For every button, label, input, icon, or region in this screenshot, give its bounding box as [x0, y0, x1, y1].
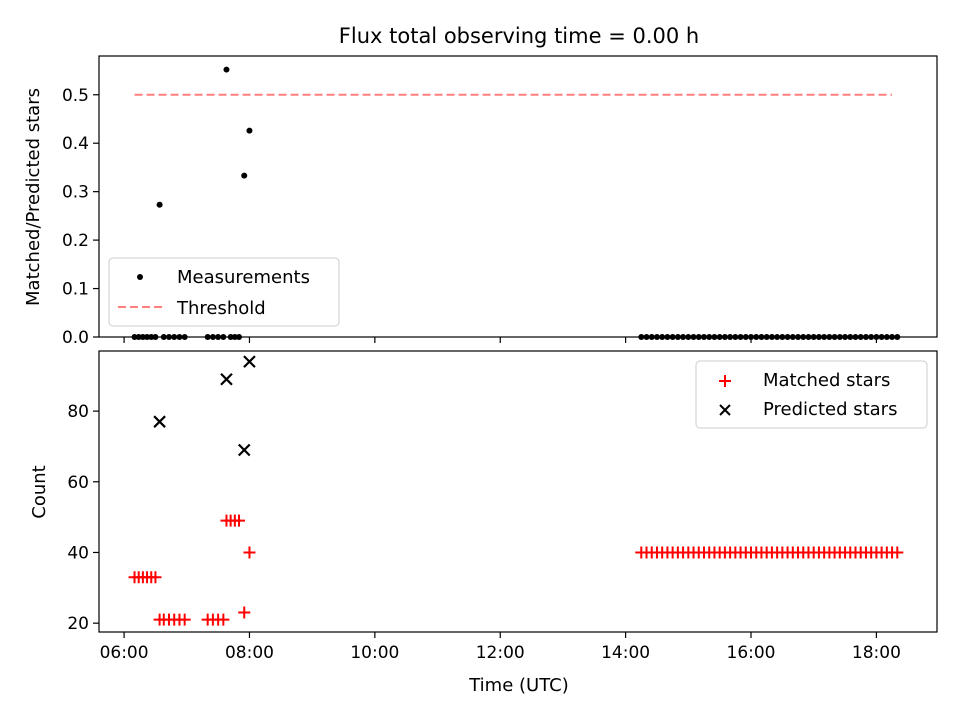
predicted-star-point [237, 443, 251, 457]
y-tick-label: 0.3 [62, 183, 89, 203]
matched-star-point [178, 613, 191, 626]
y-tick-label: 0.4 [62, 134, 89, 154]
legend-predicted-label: Predicted stars [763, 399, 897, 420]
measurement-point [223, 66, 230, 73]
top-panel-frame [98, 55, 938, 338]
legend-matched-label: Matched stars [763, 370, 890, 391]
legend-measurements-marker [137, 274, 143, 280]
top-panel-y-ticks: 0.0 0.1 0.2 0.3 0.4 0.5 [62, 86, 99, 348]
bottom-panel-y-ticks: 20 40 60 80 [67, 402, 99, 634]
bottom-panel-legend: Matched stars Predicted stars [695, 360, 928, 429]
y-tick-label: 0.5 [62, 86, 89, 106]
top-panel-y-axis-label: Matched/Predicted stars [23, 88, 44, 306]
predicted-star-point [153, 415, 166, 428]
measurement-point [241, 172, 248, 179]
y-tick-label: 0.0 [62, 328, 89, 348]
legend-matched-marker [719, 375, 731, 387]
x-tick-label: 12:00 [476, 643, 525, 663]
x-tick-label: 06:00 [100, 643, 149, 663]
y-tick-label: 20 [67, 614, 89, 634]
bottom-panel-y-axis-label: Count [29, 465, 50, 518]
y-tick-label: 0.2 [62, 231, 89, 251]
x-tick-label: 14:00 [601, 643, 650, 663]
measurement-point [246, 127, 253, 134]
top-legend-box [108, 257, 340, 327]
matched-star-point [149, 571, 162, 584]
matched-star-point [243, 546, 256, 559]
bottom-panel-frame [98, 350, 938, 633]
y-tick-label: 40 [67, 543, 89, 563]
predicted-star-point [243, 355, 256, 368]
bottom-legend-box [695, 360, 928, 429]
bottom-panel: 20 40 60 80 06:00 08:00 10:00 12:00 14:00 16:00 1… [29, 350, 938, 696]
top-panel-legend: Measurements Threshold [108, 257, 340, 327]
y-tick-label: 60 [67, 473, 89, 493]
x-axis-label: Time (UTC) [468, 675, 569, 696]
bottom-panel-marks [128, 355, 904, 626]
predicted-star-point [220, 372, 233, 386]
bottom-panel-x-ticks: 06:00 08:00 10:00 12:00 14:00 16:00 18:00 [100, 632, 901, 663]
matched-star-point [233, 514, 246, 527]
legend-measurements-label: Measurements [177, 267, 310, 288]
legend-predicted-marker [719, 404, 731, 416]
x-tick-label: 08:00 [225, 643, 274, 663]
y-tick-label: 0.1 [62, 280, 89, 300]
matched-star-point [891, 546, 904, 559]
x-tick-label: 10:00 [350, 643, 399, 663]
top-panel-x-ticks [123, 337, 877, 343]
measurement-point [156, 201, 163, 208]
matched-star-point [217, 613, 230, 626]
x-tick-label: 16:00 [727, 643, 776, 663]
top-panel: 0.0 0.1 0.2 0.3 0.4 0.5 Matched/Predicted sta… [23, 55, 938, 348]
y-tick-label: 80 [67, 402, 89, 422]
legend-threshold-label: Threshold [176, 298, 266, 319]
x-tick-label: 18:00 [852, 643, 901, 663]
matched-star-point [238, 606, 251, 619]
chart-title: Flux total observing time = 0.00 h [339, 24, 699, 48]
